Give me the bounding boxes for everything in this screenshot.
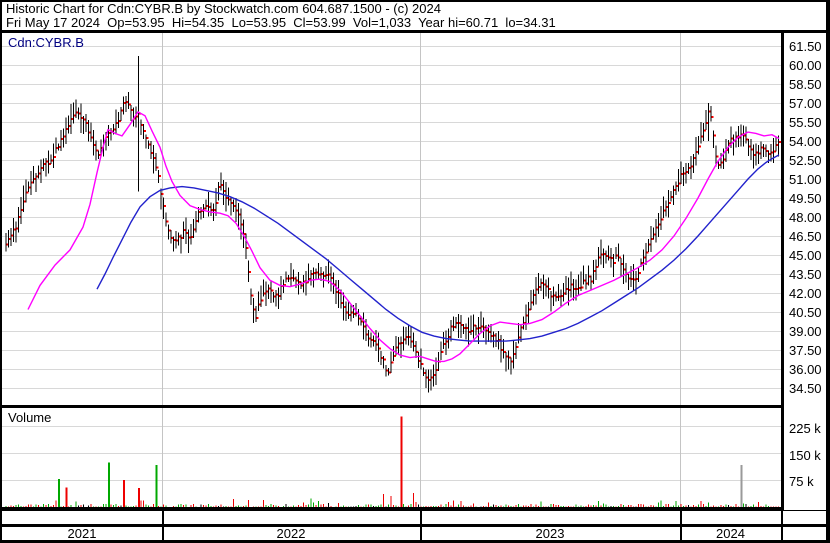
x-axis-tick-row (2, 511, 826, 524)
price-axis-label: 40.50 (789, 305, 822, 320)
price-axis-label: 42.00 (789, 286, 822, 301)
price-axis-label: 52.50 (789, 153, 822, 168)
volume-axis-label: 150 k (789, 448, 821, 463)
price-axis-label: 45.00 (789, 248, 822, 263)
price-axis-label: 39.00 (789, 324, 822, 339)
volume-chart-plot (2, 408, 781, 508)
price-axis-label: 37.50 (789, 343, 822, 358)
year-label: 2021 (67, 526, 97, 541)
chart-title-line: Historic Chart for Cdn:CYBR.B by Stockwa… (6, 1, 441, 16)
year-boundary-tick (781, 511, 783, 524)
price-axis-label: 49.50 (789, 191, 822, 206)
price-axis-label: 46.50 (789, 229, 822, 244)
chart-header: Historic Chart for Cdn:CYBR.B by Stockwa… (2, 2, 826, 30)
quote-summary-line: Fri May 17 2024 Op=53.95 Hi=54.35 Lo=53.… (6, 15, 556, 30)
volume-panel-label: Volume (8, 410, 52, 425)
year-label: 2023 (535, 526, 565, 541)
price-axis-label: 34.50 (789, 381, 822, 396)
volume-axis-label: 75 k (789, 474, 814, 489)
price-chart-plot (2, 33, 781, 405)
price-chart-panel: Cdn:CYBR.B (2, 33, 781, 405)
symbol-label: Cdn:CYBR.B (8, 35, 84, 50)
year-boundary-tick (420, 527, 422, 540)
price-axis-column: 61.50 60.00 58.50 57.00 55.50 54.00 52.50 51.00… (784, 33, 826, 510)
price-axis-label: 55.50 (789, 115, 822, 130)
x-axis-year-labels: 2021 2022 2023 2024 (2, 527, 826, 540)
price-axis-label: 54.00 (789, 134, 822, 149)
year-boundary-tick (680, 511, 682, 524)
price-axis-label: 43.50 (789, 267, 822, 282)
year-boundary-tick (162, 511, 164, 524)
price-axis-label: 61.50 (789, 39, 822, 54)
price-axis-label: 58.50 (789, 77, 822, 92)
price-axis-label: 51.00 (789, 172, 822, 187)
volume-chart-panel: Volume (2, 408, 781, 508)
year-boundary-tick (420, 511, 422, 524)
year-boundary-tick (680, 527, 682, 540)
year-boundary-tick (781, 527, 783, 540)
price-axis-label: 36.00 (789, 362, 822, 377)
year-label: 2024 (716, 526, 745, 541)
price-axis-label: 57.00 (789, 96, 822, 111)
price-axis-label: 60.00 (789, 58, 822, 73)
price-axis-label: 48.00 (789, 210, 822, 225)
year-label: 2022 (276, 526, 306, 541)
volume-axis-label: 225 k (789, 421, 821, 436)
year-boundary-tick (162, 527, 164, 540)
